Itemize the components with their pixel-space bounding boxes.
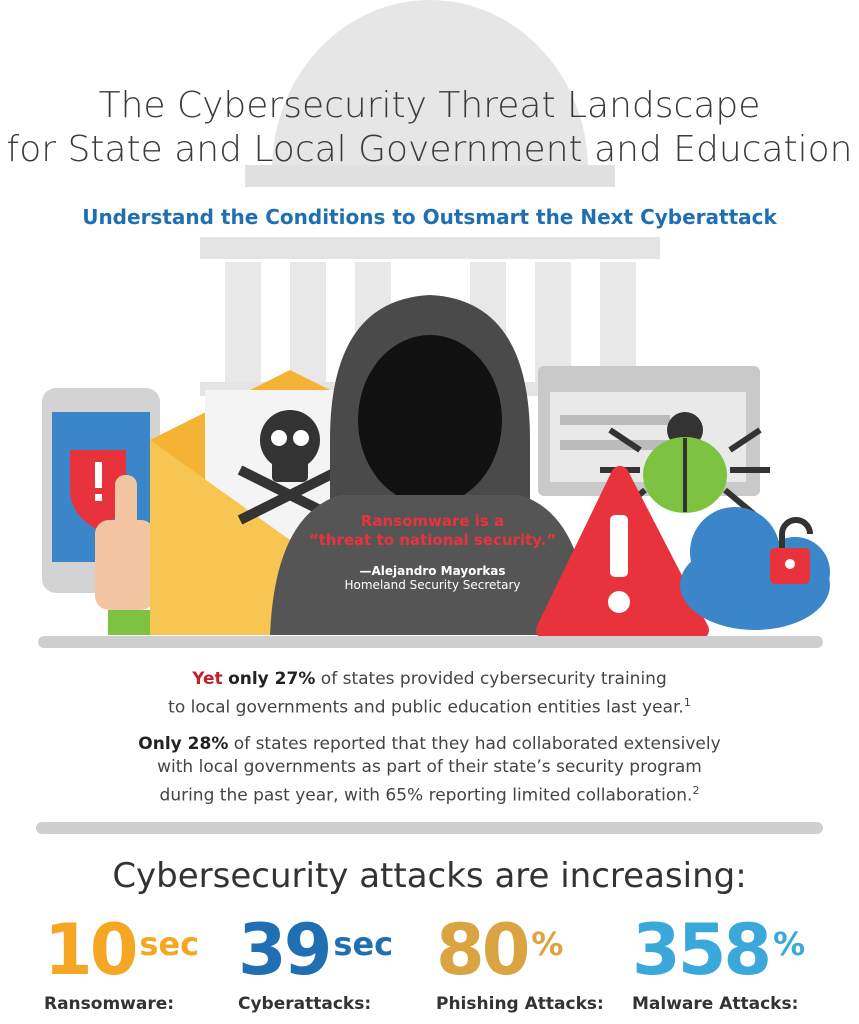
metric-value: 39 <box>238 909 332 991</box>
quote-role: Homeland Security Secretary <box>344 578 521 592</box>
title-line-2: for State and Local Government and Educa… <box>6 129 853 170</box>
stat-2-line2: with local governments as part of their … <box>157 757 702 777</box>
page-title: The Cybersecurity Threat Landscape for S… <box>0 84 859 172</box>
metric-label-ransomware: Ransomware: <box>44 994 175 1014</box>
stat-paragraph-2: Only 28% of states reported that they ha… <box>0 733 859 808</box>
stat-paragraph-1: Yet only 27% of states provided cybersec… <box>0 668 859 720</box>
skull-crossbones-icon <box>237 410 343 525</box>
metric-unit: % <box>531 925 564 963</box>
quote-line-1: Ransomware is a <box>360 512 505 530</box>
metric-unit: % <box>773 925 806 963</box>
metric-malware: 358% <box>632 915 832 985</box>
attacks-heading: Cybersecurity attacks are increasing: <box>112 856 747 896</box>
metric-label-phishing: Phishing Attacks: <box>436 994 604 1014</box>
footnote-2: 2 <box>692 784 700 797</box>
stat-1-bold: only 27% <box>228 669 316 689</box>
metric-phishing: 80% <box>436 915 636 985</box>
padlock-open-icon <box>770 517 813 584</box>
metric-label-malware: Malware Attacks: <box>632 994 799 1014</box>
metric-value: 358 <box>632 909 772 991</box>
quote-attribution: —Alejandro Mayorkas <box>359 564 506 578</box>
stat-2-bold: Only 28% <box>138 734 229 754</box>
warning-triangle-icon <box>536 466 709 639</box>
stat-2-line3: during the past year, with 65% reporting… <box>159 785 693 806</box>
page-subtitle: Understand the Conditions to Outsmart th… <box>82 205 777 229</box>
metric-unit: sec <box>333 925 394 963</box>
metric-value: 10 <box>44 909 138 991</box>
title-line-1: The Cybersecurity Threat Landscape <box>98 85 761 126</box>
metric-cyberattacks: 39 sec <box>238 915 438 985</box>
hooded-hacker-icon <box>270 295 590 635</box>
metric-unit: sec <box>139 925 200 963</box>
metric-label-cyberattacks: Cyberattacks: <box>238 994 372 1014</box>
stat-1-yet: Yet <box>192 669 223 689</box>
hand-icon <box>95 475 155 635</box>
metric-value: 80 <box>436 909 530 991</box>
metric-ransomware: 10 sec <box>44 915 244 985</box>
section-divider <box>36 822 823 834</box>
quote-line-2: “threat to national security.” <box>308 531 557 549</box>
threat-illustration <box>38 295 830 648</box>
quote-block: Ransomware is a “threat to national secu… <box>290 512 575 592</box>
stat-1-rest: of states provided cybersecurity trainin… <box>315 669 667 689</box>
stat-1-line2: to local governments and public educatio… <box>168 697 684 718</box>
stat-2-rest: of states reported that they had collabo… <box>228 734 721 754</box>
footnote-1: 1 <box>683 696 691 709</box>
